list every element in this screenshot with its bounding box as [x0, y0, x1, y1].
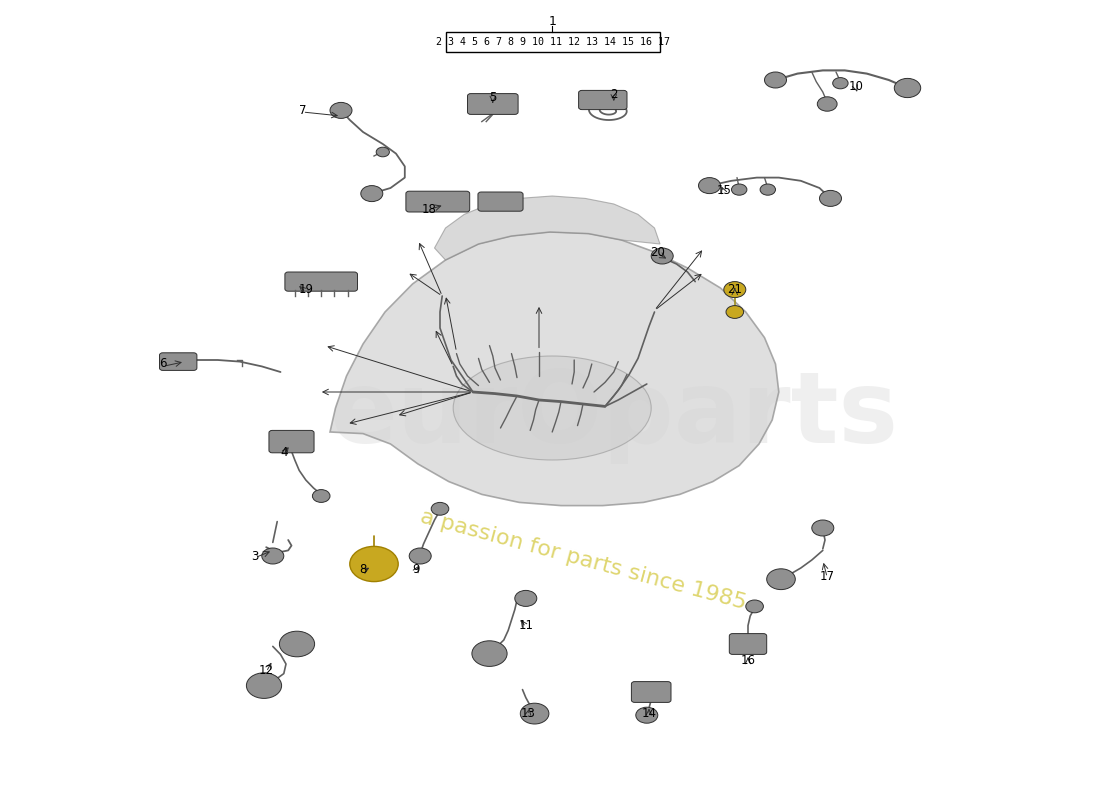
Text: eurOparts: eurOparts — [330, 367, 899, 465]
Circle shape — [472, 641, 507, 666]
Circle shape — [246, 673, 282, 698]
Circle shape — [724, 282, 746, 298]
Circle shape — [330, 102, 352, 118]
Circle shape — [312, 490, 330, 502]
Circle shape — [817, 97, 837, 111]
Polygon shape — [434, 196, 660, 260]
Circle shape — [894, 78, 921, 98]
Circle shape — [636, 707, 658, 723]
Text: 9: 9 — [412, 563, 419, 576]
FancyBboxPatch shape — [406, 191, 470, 212]
Text: 10: 10 — [848, 80, 864, 93]
FancyBboxPatch shape — [160, 353, 197, 370]
FancyBboxPatch shape — [579, 90, 627, 110]
Text: 14: 14 — [641, 707, 657, 720]
Circle shape — [726, 306, 744, 318]
Text: 11: 11 — [518, 619, 534, 632]
Text: 18: 18 — [421, 203, 437, 216]
Text: 8: 8 — [360, 563, 366, 576]
Circle shape — [833, 78, 848, 89]
Text: 19: 19 — [298, 283, 314, 296]
Text: 7: 7 — [299, 104, 306, 117]
Circle shape — [262, 548, 284, 564]
Circle shape — [746, 600, 763, 613]
Text: 21: 21 — [727, 283, 742, 296]
Text: 16: 16 — [740, 654, 756, 666]
Text: 20: 20 — [650, 246, 666, 258]
Circle shape — [361, 186, 383, 202]
FancyBboxPatch shape — [477, 192, 524, 211]
Circle shape — [520, 703, 549, 724]
Text: 2: 2 — [610, 88, 617, 101]
Circle shape — [431, 502, 449, 515]
Text: 5: 5 — [490, 91, 496, 104]
FancyBboxPatch shape — [468, 94, 518, 114]
Circle shape — [698, 178, 720, 194]
Text: a passion for parts since 1985: a passion for parts since 1985 — [418, 506, 749, 614]
Text: 6: 6 — [160, 358, 166, 370]
FancyBboxPatch shape — [268, 430, 315, 453]
Text: 4: 4 — [280, 446, 287, 458]
Bar — [446, 32, 660, 52]
Text: 13: 13 — [520, 707, 536, 720]
Circle shape — [409, 548, 431, 564]
Circle shape — [279, 631, 315, 657]
Circle shape — [515, 590, 537, 606]
Text: 15: 15 — [716, 184, 732, 197]
Text: 1: 1 — [548, 15, 557, 28]
FancyBboxPatch shape — [631, 682, 671, 702]
Circle shape — [651, 248, 673, 264]
Text: 3: 3 — [252, 550, 258, 562]
Ellipse shape — [453, 356, 651, 460]
Circle shape — [732, 184, 747, 195]
Circle shape — [820, 190, 842, 206]
Text: 17: 17 — [820, 570, 835, 582]
Polygon shape — [330, 232, 779, 506]
FancyBboxPatch shape — [729, 634, 767, 654]
Text: 12: 12 — [258, 664, 274, 677]
Circle shape — [350, 546, 398, 582]
FancyBboxPatch shape — [285, 272, 358, 291]
Circle shape — [760, 184, 775, 195]
Circle shape — [812, 520, 834, 536]
Text: 2 3 4 5 6 7 8 9 10 11 12 13 14 15 16 17: 2 3 4 5 6 7 8 9 10 11 12 13 14 15 16 17 — [436, 37, 670, 47]
Circle shape — [764, 72, 786, 88]
Circle shape — [767, 569, 795, 590]
Circle shape — [376, 147, 389, 157]
